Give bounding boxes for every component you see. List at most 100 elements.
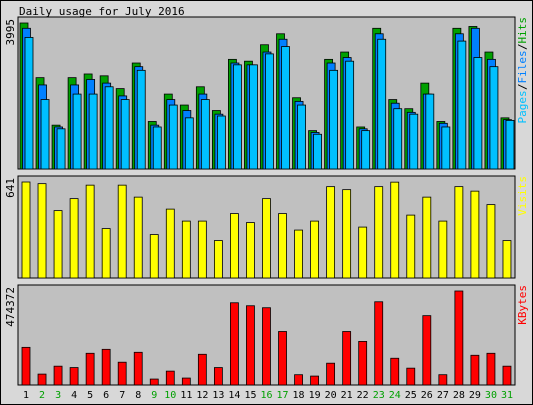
bar-pages-day-15 bbox=[249, 64, 258, 170]
x-tick-label-day-12: 12 bbox=[196, 390, 208, 401]
bar-kbytes-day-9 bbox=[149, 378, 159, 386]
bar-kbytes-day-27 bbox=[438, 374, 448, 386]
axis-max-label-3: 474372 bbox=[4, 287, 17, 327]
bar-kbytes-day-18 bbox=[294, 374, 303, 386]
x-tick-label-day-6: 6 bbox=[103, 390, 109, 401]
x-tick-label-day-18: 18 bbox=[293, 390, 305, 401]
bar-pages-day-30 bbox=[489, 66, 499, 170]
x-tick-label-day-10: 10 bbox=[164, 390, 176, 401]
x-tick-label-day-14: 14 bbox=[228, 390, 240, 401]
x-tick-label-day-29: 29 bbox=[469, 390, 481, 401]
bar-kbytes-day-30 bbox=[486, 352, 496, 386]
bar-visits-day-15 bbox=[246, 222, 255, 279]
x-tick-label-day-11: 11 bbox=[180, 390, 192, 401]
bar-kbytes-day-20 bbox=[326, 362, 336, 386]
bar-kbytes-day-1 bbox=[21, 346, 31, 386]
bar-visits-day-29 bbox=[470, 190, 480, 279]
bar-kbytes-day-16 bbox=[262, 307, 271, 386]
bar-kbytes-day-8 bbox=[133, 351, 143, 386]
bar-visits-day-17 bbox=[278, 213, 287, 279]
bar-visits-day-16 bbox=[262, 198, 271, 279]
legend-separator: / bbox=[516, 83, 529, 90]
bar-visits-day-13 bbox=[213, 240, 223, 279]
bar-kbytes-day-15 bbox=[246, 305, 255, 386]
bar-visits-day-25 bbox=[406, 214, 416, 279]
axis-max-label-2: 641 bbox=[4, 178, 17, 198]
bar-visits-day-27 bbox=[438, 220, 448, 279]
bar-pages-day-23 bbox=[377, 38, 387, 170]
x-tick-label-day-24: 24 bbox=[389, 390, 401, 401]
legend-kbytes: KBytes bbox=[516, 285, 529, 325]
bar-kbytes-day-25 bbox=[406, 367, 416, 386]
bar-visits-day-6 bbox=[101, 228, 111, 279]
x-tick-label-day-19: 19 bbox=[309, 390, 321, 401]
bar-pages-day-2 bbox=[40, 99, 50, 170]
legend-files: Files bbox=[516, 50, 529, 83]
bar-visits-day-26 bbox=[422, 196, 432, 279]
x-tick-label-day-9: 9 bbox=[151, 390, 157, 401]
bar-pages-day-22 bbox=[361, 130, 371, 170]
x-tick-label-day-17: 17 bbox=[277, 390, 289, 401]
bar-visits-day-10 bbox=[165, 208, 175, 279]
bar-kbytes-day-3 bbox=[53, 365, 63, 386]
x-tick-label-day-26: 26 bbox=[421, 390, 433, 401]
bar-pages-day-14 bbox=[233, 64, 242, 170]
bar-kbytes-day-19 bbox=[310, 375, 319, 386]
bar-kbytes-day-10 bbox=[165, 370, 175, 386]
legend-hits: Hits bbox=[516, 17, 529, 44]
bar-visits-day-11 bbox=[181, 220, 191, 279]
bar-pages-day-3 bbox=[56, 128, 66, 170]
bar-pages-day-10 bbox=[168, 104, 178, 170]
bar-kbytes-day-2 bbox=[37, 373, 47, 386]
bar-kbytes-day-5 bbox=[85, 352, 95, 386]
x-tick-label-day-13: 13 bbox=[212, 390, 224, 401]
bar-pages-day-4 bbox=[72, 93, 82, 170]
bar-visits-day-30 bbox=[486, 204, 496, 279]
x-tick-label-day-5: 5 bbox=[87, 390, 93, 401]
bar-kbytes-day-26 bbox=[422, 315, 432, 386]
bar-visits-day-7 bbox=[117, 184, 127, 279]
x-tick-label-day-16: 16 bbox=[260, 390, 272, 401]
bar-pages-day-29 bbox=[473, 57, 483, 170]
axis-max-label-1: 3995 bbox=[4, 19, 17, 46]
bar-visits-day-22 bbox=[358, 226, 368, 279]
bar-pages-day-27 bbox=[441, 126, 451, 170]
x-tick-label-day-20: 20 bbox=[325, 390, 337, 401]
bar-kbytes-day-31 bbox=[502, 365, 512, 386]
bar-visits-day-4 bbox=[69, 198, 79, 279]
bar-kbytes-day-7 bbox=[117, 361, 127, 386]
bar-visits-day-24 bbox=[390, 181, 400, 279]
chart-title: Daily usage for July 2016 bbox=[19, 5, 185, 18]
bar-kbytes-day-4 bbox=[69, 367, 79, 386]
x-tick-label-day-3: 3 bbox=[55, 390, 61, 401]
bar-kbytes-day-11 bbox=[181, 377, 191, 386]
bar-visits-day-12 bbox=[197, 220, 207, 279]
x-tick-label-day-27: 27 bbox=[437, 390, 449, 401]
x-tick-label-day-25: 25 bbox=[405, 390, 417, 401]
bar-pages-day-31 bbox=[505, 119, 515, 170]
bar-kbytes-day-21 bbox=[342, 331, 352, 386]
bar-pages-day-16 bbox=[265, 53, 274, 170]
bar-visits-day-9 bbox=[149, 234, 159, 279]
bar-pages-day-17 bbox=[281, 46, 290, 170]
x-tick-label-day-4: 4 bbox=[71, 390, 77, 401]
bar-kbytes-day-23 bbox=[374, 301, 384, 386]
bar-visits-day-18 bbox=[294, 229, 303, 279]
bar-visits-day-5 bbox=[85, 184, 95, 279]
bar-kbytes-day-28 bbox=[454, 290, 464, 386]
bar-pages-day-6 bbox=[104, 86, 114, 170]
bar-pages-day-13 bbox=[216, 115, 226, 170]
x-tick-label-day-31: 31 bbox=[501, 390, 513, 401]
bar-pages-day-5 bbox=[88, 93, 98, 170]
bar-visits-day-23 bbox=[374, 186, 384, 279]
bar-kbytes-day-17 bbox=[278, 331, 287, 386]
bar-pages-day-9 bbox=[152, 126, 162, 170]
x-tick-label-day-8: 8 bbox=[135, 390, 141, 401]
bar-visits-day-19 bbox=[310, 220, 319, 279]
bar-kbytes-day-29 bbox=[470, 354, 480, 386]
bar-pages-day-25 bbox=[409, 113, 419, 170]
bar-kbytes-day-13 bbox=[213, 367, 223, 386]
bar-visits-day-21 bbox=[342, 189, 352, 279]
x-tick-label-day-1: 1 bbox=[23, 390, 29, 401]
